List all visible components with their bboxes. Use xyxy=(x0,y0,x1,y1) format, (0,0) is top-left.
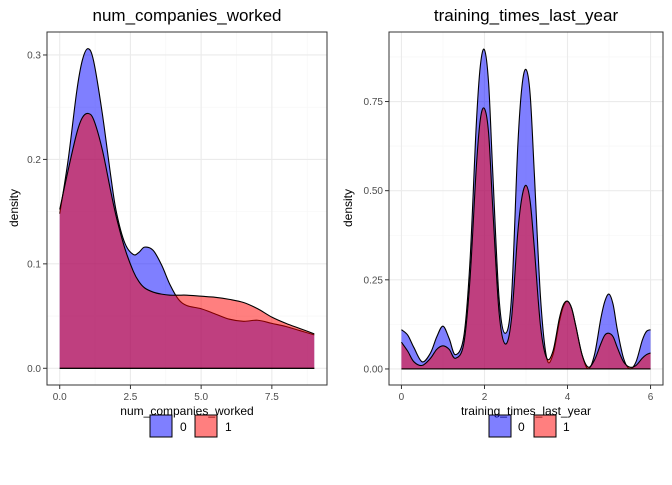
legend: 0 1 xyxy=(149,414,232,438)
y-tick-label: 0.0 xyxy=(27,364,41,375)
density-line-series-1 xyxy=(59,112,315,335)
y-tick-label: 0.2 xyxy=(27,155,41,166)
y-axis-label: density xyxy=(341,189,355,227)
legend-swatch-1 xyxy=(194,414,218,438)
panel-title: num_companies_worked xyxy=(93,6,282,25)
y-tick-label: 0.00 xyxy=(364,364,384,375)
y-tick-label: 0.1 xyxy=(27,259,41,270)
x-tick-label: 6 xyxy=(648,392,654,403)
density-area-series-1 xyxy=(401,107,651,369)
axis-ticks: 0.0 2.5 5.0 7.5 0.0 0.1 0.2 0.3 xyxy=(27,50,279,403)
y-tick-label: 0.3 xyxy=(27,50,41,61)
axis-ticks: 0 2 4 6 0.00 0.25 0.50 0.75 xyxy=(364,97,654,403)
x-tick-label: 0.0 xyxy=(53,392,67,403)
panel-num-companies-worked: num_companies_worked 0.0 2.5 5.0 7.50.00.10… xyxy=(7,6,328,438)
y-tick-label: 0.50 xyxy=(364,186,384,197)
legend-label-1: 1 xyxy=(563,420,570,434)
panel-training-times-last-year: training_times_last_year 0 2 4 6 0.00 0.25 0.5… xyxy=(341,6,664,438)
x-tick-label: 7.5 xyxy=(265,392,279,403)
x-tick-label: 0 xyxy=(399,392,405,403)
x-axis-label: num_companies_worked xyxy=(120,404,253,418)
x-axis-label: training_times_last_year xyxy=(461,404,591,418)
x-tick-label: 5.0 xyxy=(194,392,208,403)
density-line-series-1 xyxy=(400,107,651,368)
legend-label-0: 0 xyxy=(518,420,525,434)
y-tick-label: 0.75 xyxy=(364,97,384,108)
legend-swatch-0 xyxy=(149,414,173,438)
panel-title: training_times_last_year xyxy=(434,6,619,25)
density-areas xyxy=(400,48,651,370)
density-areas xyxy=(59,48,315,369)
legend-swatch-1 xyxy=(533,414,557,438)
y-axis-label: density xyxy=(7,189,21,227)
x-tick-label: 2 xyxy=(482,392,488,403)
density-area-series-1 xyxy=(59,113,315,369)
legend-label-0: 0 xyxy=(180,420,187,434)
legend-swatch-0 xyxy=(488,414,512,438)
y-tick-label: 0.25 xyxy=(364,275,384,286)
legend-label-1: 1 xyxy=(225,420,232,434)
x-tick-label: 4 xyxy=(565,392,571,403)
legend: 0 1 xyxy=(488,414,570,438)
panel-border xyxy=(388,31,664,386)
density-line-series-0 xyxy=(401,48,651,370)
x-tick-label: 2.5 xyxy=(123,392,137,403)
panel-border xyxy=(46,31,328,386)
